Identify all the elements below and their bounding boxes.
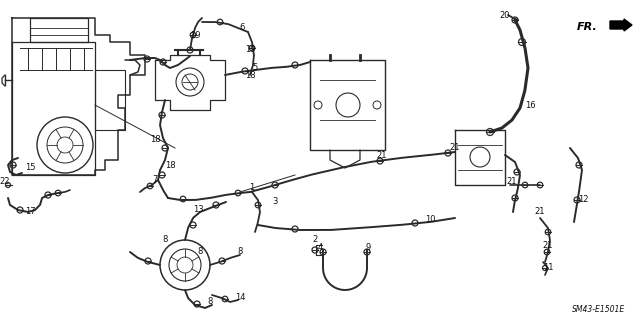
Text: SM43-E1501E: SM43-E1501E [572, 306, 625, 315]
Text: 22: 22 [0, 177, 10, 187]
Text: 3: 3 [272, 197, 278, 206]
Text: 8: 8 [207, 298, 212, 307]
Text: 21: 21 [450, 144, 460, 152]
FancyArrow shape [610, 19, 632, 31]
Text: 21: 21 [507, 177, 517, 187]
Text: 21: 21 [535, 207, 545, 217]
Text: 21: 21 [377, 151, 387, 160]
Text: FR.: FR. [577, 22, 598, 32]
Text: 16: 16 [525, 100, 535, 109]
Text: 12: 12 [578, 196, 588, 204]
Text: 2: 2 [312, 235, 317, 244]
Text: 21: 21 [543, 241, 553, 249]
Text: 8: 8 [237, 248, 243, 256]
Text: 17: 17 [25, 207, 35, 217]
Text: 5: 5 [252, 63, 258, 72]
Text: 4: 4 [317, 243, 323, 253]
Text: 10: 10 [425, 216, 435, 225]
Text: 15: 15 [25, 164, 35, 173]
Text: 18: 18 [150, 136, 160, 145]
Text: 18: 18 [164, 160, 175, 169]
Text: 11: 11 [543, 263, 553, 272]
Text: 19: 19 [244, 46, 255, 55]
Text: 6: 6 [239, 24, 244, 33]
Text: 18: 18 [244, 70, 255, 79]
Text: 13: 13 [193, 205, 204, 214]
Text: 8: 8 [163, 235, 168, 244]
Text: 8: 8 [197, 248, 203, 256]
Text: 19: 19 [189, 31, 200, 40]
Text: 20: 20 [500, 11, 510, 19]
Text: 1: 1 [250, 183, 255, 192]
Text: 14: 14 [235, 293, 245, 302]
Text: 9: 9 [365, 243, 371, 253]
Bar [95, 70, 125, 130]
Text: 7: 7 [152, 175, 157, 184]
